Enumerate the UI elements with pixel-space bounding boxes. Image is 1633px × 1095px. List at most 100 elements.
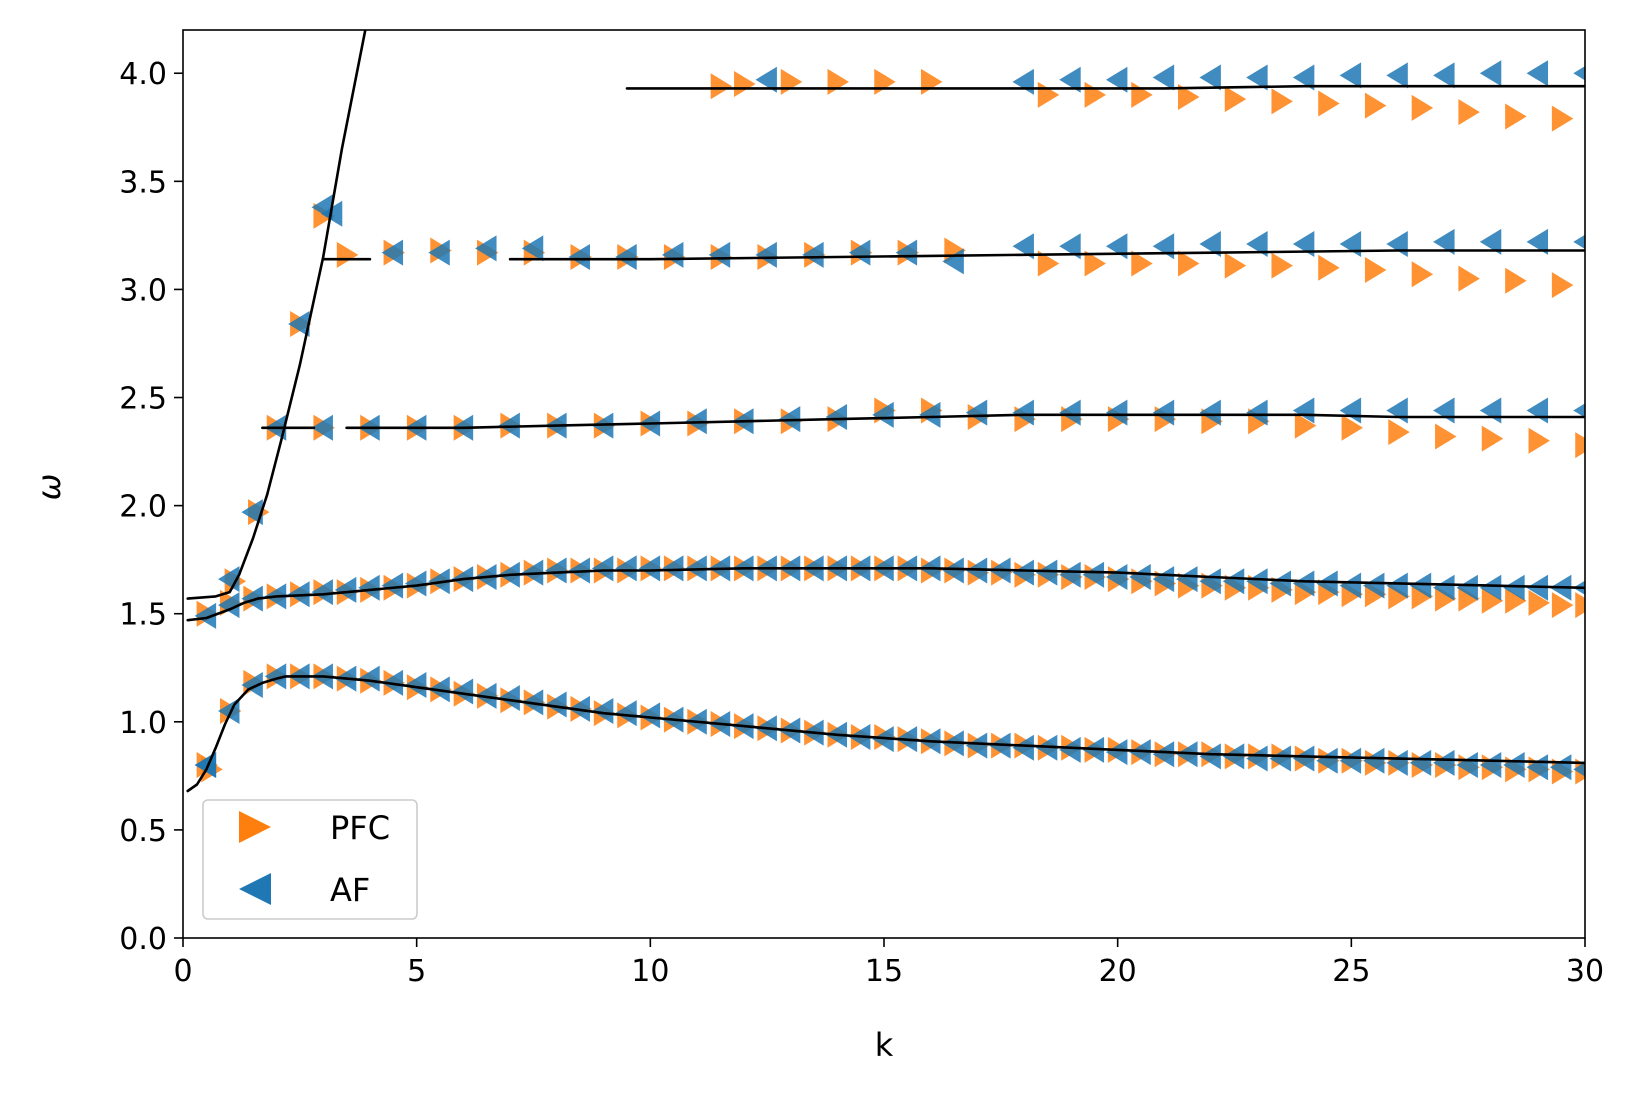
- af-marker: [1386, 62, 1408, 89]
- pfc-marker: [1528, 589, 1550, 616]
- af-marker: [241, 499, 263, 526]
- af-marker: [1176, 566, 1198, 593]
- af-marker: [942, 557, 964, 584]
- pfc-marker: [1271, 252, 1293, 279]
- af-marker: [662, 241, 684, 268]
- af-marker: [1012, 68, 1034, 95]
- af-marker: [288, 311, 310, 338]
- af-marker: [1105, 399, 1128, 426]
- pfc-marker: [1224, 252, 1247, 279]
- af-marker: [1433, 749, 1455, 776]
- af-marker: [1105, 563, 1128, 590]
- dispersion-curve: [186, 30, 367, 600]
- af-marker: [311, 414, 333, 441]
- pfc-marker: [1481, 587, 1504, 614]
- af-marker: [662, 555, 684, 582]
- pfc-marker: [1131, 81, 1153, 108]
- x-tick-label: 20: [1099, 954, 1137, 989]
- pfc-marker: [710, 73, 733, 100]
- af-marker: [1479, 397, 1502, 424]
- af-marker: [1433, 397, 1455, 424]
- pfc-marker: [1528, 427, 1550, 454]
- y-tick-label: 2.0: [119, 490, 167, 525]
- af-marker: [1222, 568, 1245, 595]
- af-marker: [965, 732, 988, 759]
- af-marker: [194, 602, 217, 629]
- af-marker: [1152, 566, 1175, 593]
- pfc-marker: [1551, 592, 1574, 619]
- af-marker: [1549, 754, 1572, 781]
- y-tick-label: 3.0: [119, 273, 167, 308]
- af-marker: [428, 239, 450, 266]
- af-marker: [1152, 399, 1175, 426]
- dispersion-curve: [508, 249, 1585, 261]
- af-marker: [545, 557, 567, 584]
- af-marker: [1035, 559, 1058, 586]
- af-marker: [1433, 62, 1455, 89]
- pfc-marker: [780, 68, 803, 95]
- af-marker: [1105, 739, 1128, 766]
- pfc-marker: [827, 68, 849, 95]
- af-marker: [1012, 734, 1034, 761]
- pfc-marker: [1224, 86, 1247, 113]
- af-marker: [1059, 736, 1081, 763]
- af-marker: [1059, 561, 1081, 588]
- af-marker: [1292, 397, 1315, 424]
- af-marker: [1199, 568, 1221, 595]
- af-marker: [1292, 570, 1315, 597]
- af-marker: [1316, 570, 1338, 597]
- af-marker: [1456, 752, 1478, 779]
- af-marker: [1269, 570, 1291, 597]
- dispersion-curve: [345, 413, 1585, 430]
- af-marker: [1386, 231, 1408, 258]
- pfc-marker: [1388, 419, 1410, 446]
- x-axis-label: k: [875, 1026, 894, 1064]
- af-marker: [1059, 66, 1081, 93]
- marks-layer: [194, 60, 1585, 785]
- legend-marker-pfc: [239, 811, 271, 843]
- pfc-marker: [1551, 105, 1574, 132]
- af-marker: [1059, 399, 1081, 426]
- af-marker: [1105, 233, 1128, 260]
- af-marker: [1246, 568, 1268, 595]
- y-tick-label: 3.5: [119, 165, 167, 200]
- af-marker: [1012, 559, 1034, 586]
- af-marker: [1246, 399, 1268, 426]
- x-tick-label: 5: [407, 954, 426, 989]
- af-marker: [1152, 233, 1175, 260]
- af-marker: [1339, 572, 1362, 599]
- af-marker: [825, 403, 848, 430]
- af-marker: [1316, 747, 1338, 774]
- af-marker: [1222, 743, 1245, 770]
- pfc-marker: [1294, 412, 1317, 439]
- pfc-marker: [1575, 432, 1585, 459]
- af-marker: [1433, 574, 1455, 601]
- af-marker: [568, 244, 590, 270]
- pfc-marker: [734, 71, 756, 98]
- af-marker: [521, 235, 544, 262]
- pfc-marker: [1551, 272, 1574, 299]
- af-marker: [1526, 397, 1549, 424]
- af-marker: [1573, 762, 1585, 777]
- af-marker: [241, 672, 263, 699]
- pfc-marker: [1458, 99, 1480, 126]
- af-marker: [1409, 749, 1432, 776]
- af-marker: [264, 663, 287, 690]
- af-marker: [1012, 399, 1034, 426]
- pfc-marker: [1505, 103, 1527, 130]
- af-marker: [1503, 574, 1525, 601]
- af-marker: [591, 698, 614, 724]
- pfc-marker: [1084, 250, 1106, 277]
- pfc-marker: [1505, 267, 1527, 294]
- pfc-marker: [1435, 423, 1457, 450]
- pfc-marker: [1505, 587, 1527, 614]
- af-marker: [848, 239, 871, 266]
- pfc-marker: [1481, 425, 1504, 452]
- y-tick-label: 0.5: [119, 814, 167, 849]
- af-marker: [708, 241, 731, 268]
- af-marker: [1503, 752, 1525, 779]
- af-marker: [755, 66, 777, 93]
- af-marker: [1199, 231, 1221, 258]
- af-marker: [1363, 572, 1385, 599]
- af-marker: [1386, 572, 1408, 599]
